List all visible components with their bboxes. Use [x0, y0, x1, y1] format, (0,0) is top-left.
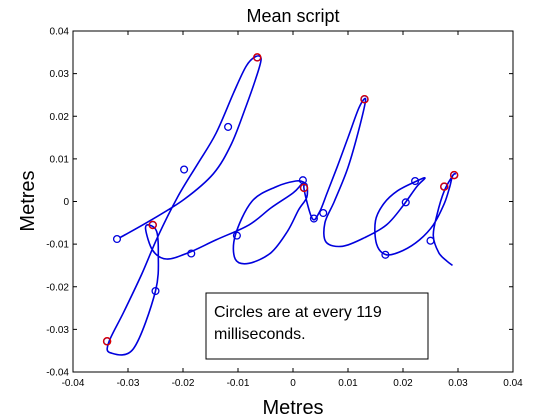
chart-title: Mean script: [246, 6, 339, 26]
time-marker: [411, 176, 420, 186]
y-tick-label: -0.03: [46, 325, 69, 336]
script-trace: [106, 55, 457, 356]
time-marker: [381, 250, 390, 259]
time-marker: [180, 165, 189, 174]
x-tick-label: -0.01: [227, 378, 250, 389]
time-marker: [309, 214, 318, 223]
x-tick-label: 0: [290, 378, 296, 389]
y-tick-label: -0.02: [46, 282, 69, 293]
time-marker: [187, 249, 196, 258]
annotation-line-2: milliseconds.: [214, 326, 306, 343]
time-marker: [426, 236, 435, 245]
y-tick-label: 0.04: [50, 27, 70, 38]
x-tick-label: -0.04: [62, 378, 85, 389]
x-tick-label: 0.02: [393, 378, 413, 389]
highlighted-marker: [102, 337, 112, 346]
highlighted-marker: [449, 170, 459, 180]
time-marker: [112, 234, 122, 244]
time-marker: [401, 198, 410, 207]
axis-ticks: -0.04 -0.03 -0.02 -0.01 0 0.01 0.02 0.03 0.04 -0.…: [46, 27, 523, 390]
annotation-frame: [205, 292, 429, 360]
x-tick-label: 0.04: [503, 378, 523, 389]
y-tick-label: -0.04: [46, 368, 69, 379]
x-axis-label: Metres: [262, 397, 323, 419]
time-marker: [151, 286, 160, 296]
y-tick-label: 0: [63, 197, 69, 208]
time-marker: [224, 122, 233, 131]
y-tick-label: 0.03: [50, 69, 70, 80]
highlighted-marker: [299, 183, 309, 193]
time-marker: [232, 231, 241, 240]
trace-layer: [106, 55, 457, 356]
y-axis-label: Metres: [17, 170, 39, 231]
highlighted-marker: [148, 220, 157, 230]
y-tick-label: -0.01: [46, 240, 69, 251]
highlighted-marker: [360, 94, 369, 104]
marker-layer: [102, 53, 459, 346]
y-tick-label: 0.01: [50, 154, 70, 165]
y-tick-label: 0.02: [50, 112, 70, 123]
x-tick-label: -0.03: [117, 378, 140, 389]
time-marker: [319, 208, 328, 218]
x-tick-label: 0.03: [448, 378, 468, 389]
x-tick-label: -0.02: [172, 378, 195, 389]
highlighted-marker: [439, 182, 449, 191]
x-tick-label: 0.01: [338, 378, 358, 389]
annotation-line-1: Circles are at every 119: [214, 304, 382, 321]
annotation-box: Circles are at every 119 milliseconds.: [205, 292, 429, 360]
time-marker: [298, 176, 307, 185]
highlighted-marker: [252, 53, 262, 62]
